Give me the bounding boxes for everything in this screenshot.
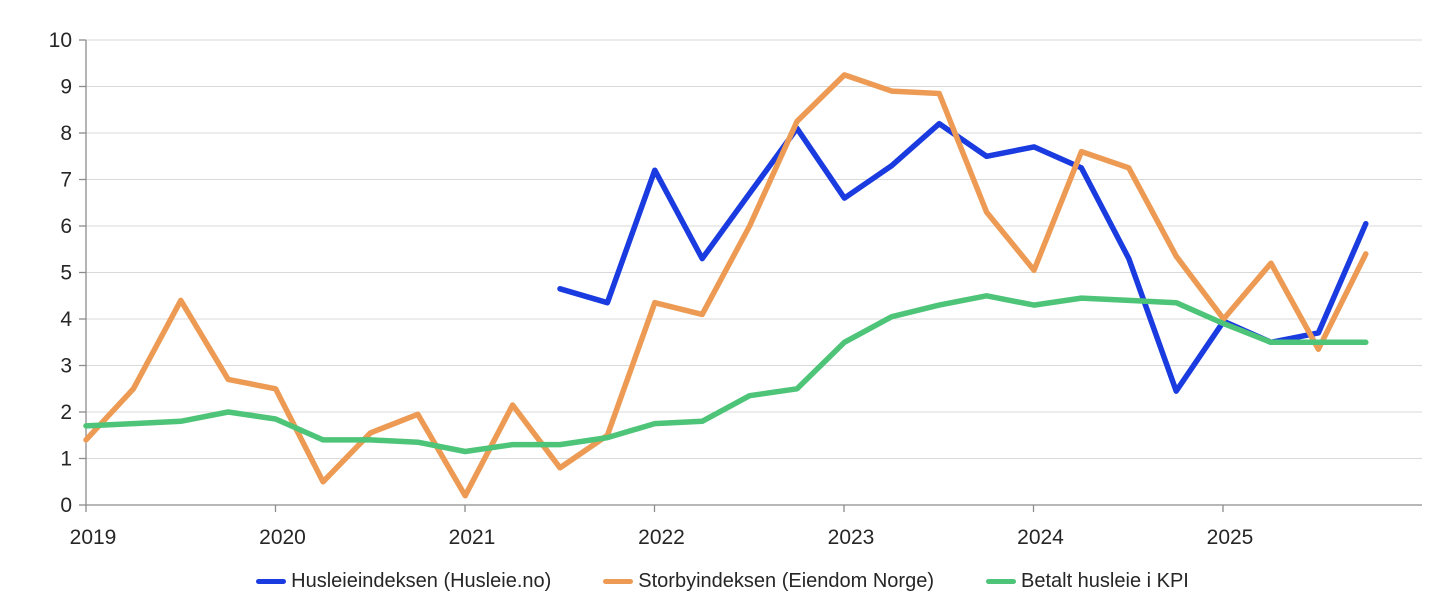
y-tick-label: 0	[60, 494, 72, 517]
x-tick-label: 2022	[638, 526, 685, 549]
legend-label-storbyindeksen: Storbyindeksen (Eiendom Norge)	[638, 570, 934, 592]
x-tick-labels: 2019 2020 2021 2022 2023 2024 2025	[70, 526, 1254, 549]
y-tick-label: 1	[60, 448, 72, 471]
y-tick-label: 10	[49, 29, 72, 52]
axis-ticks	[79, 39, 1224, 512]
y-tick-label: 9	[60, 76, 72, 99]
x-tick-label: 2021	[449, 526, 496, 549]
x-tick-label: 2025	[1207, 526, 1254, 549]
legend: Husleieindeksen (Husleie.no) Storbyindek…	[0, 570, 1445, 593]
legend-label-betalt-husleie-kpi: Betalt husleie i KPI	[1020, 570, 1189, 592]
legend-line-swatch-orange	[603, 579, 634, 584]
y-tick-label: 2	[60, 401, 72, 424]
gridlines	[86, 39, 1422, 459]
y-tick-label: 7	[60, 169, 72, 192]
x-tick-label: 2019	[70, 526, 117, 549]
series-line-0	[557, 120, 1369, 394]
legend-line-swatch-green	[985, 579, 1016, 584]
legend-line-swatch-blue	[256, 579, 287, 584]
legend-item-betalt-husleie-kpi: Betalt husleie i KPI	[985, 570, 1189, 593]
x-tick-label: 2024	[1017, 526, 1064, 549]
y-tick-label: 6	[60, 215, 72, 238]
y-tick-label: 3	[60, 355, 72, 378]
y-tick-label: 5	[60, 262, 72, 285]
series-line-1	[83, 72, 1369, 499]
legend-item-husleieindeksen: Husleieindeksen (Husleie.no)	[256, 570, 551, 593]
x-tick-label: 2023	[828, 526, 875, 549]
legend-label-husleieindeksen: Husleieindeksen (Husleie.no)	[291, 570, 552, 592]
series-line-2	[83, 293, 1369, 455]
y-tick-label: 4	[60, 308, 72, 331]
x-tick-label: 2020	[259, 526, 306, 549]
y-tick-labels: 0 1 2 3 4 5 6 7 8 9 10	[49, 29, 73, 517]
y-tick-label: 8	[60, 122, 72, 145]
series-lines	[83, 72, 1369, 499]
legend-item-storbyindeksen: Storbyindeksen (Eiendom Norge)	[603, 570, 934, 593]
